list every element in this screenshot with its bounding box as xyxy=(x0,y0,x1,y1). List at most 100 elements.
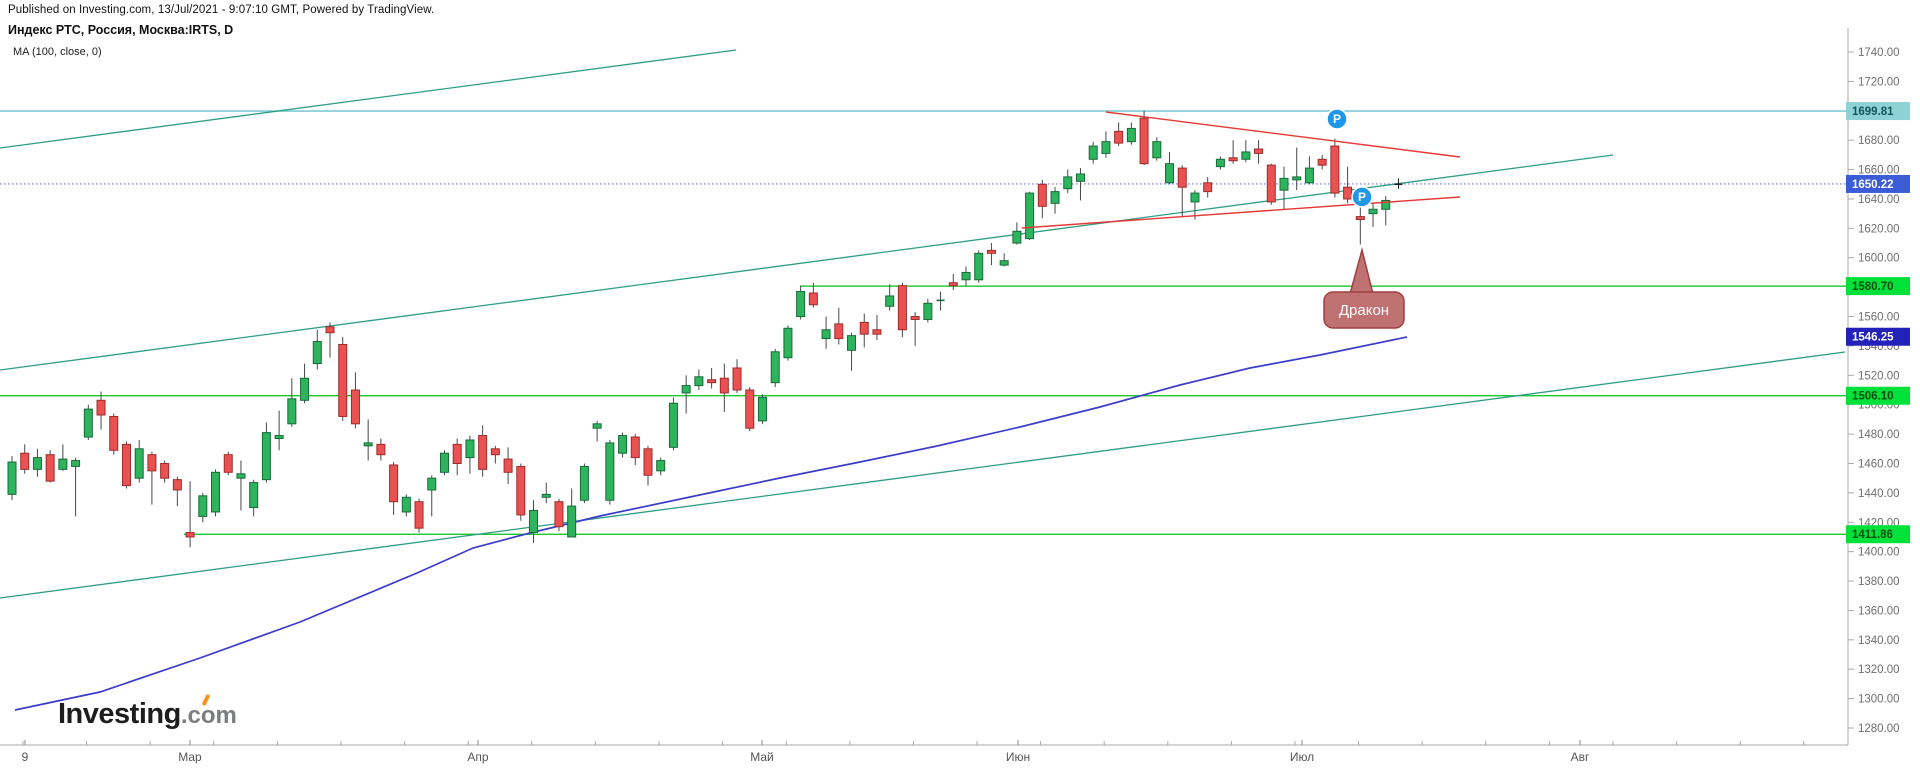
candle xyxy=(20,444,30,474)
trendline-channel-mid[interactable] xyxy=(0,154,1614,371)
candle xyxy=(1101,131,1111,158)
svg-text:1546.25: 1546.25 xyxy=(1852,332,1894,344)
svg-text:1699.81: 1699.81 xyxy=(1852,106,1894,118)
candle xyxy=(274,410,284,451)
candle xyxy=(516,463,526,521)
candle xyxy=(414,498,424,533)
candle xyxy=(287,378,297,427)
candle xyxy=(96,391,106,430)
candle xyxy=(1063,169,1073,194)
price-label-1699.81: 1699.81 xyxy=(1846,102,1910,121)
candle xyxy=(783,325,793,361)
candle xyxy=(58,444,68,471)
candle xyxy=(439,450,449,476)
price-tick-label: 1680.00 xyxy=(1858,135,1900,147)
price-tick-label: 1460.00 xyxy=(1858,458,1900,470)
candle xyxy=(1304,156,1314,185)
trendline-pennant-lower[interactable] xyxy=(1021,196,1461,229)
candle xyxy=(1381,196,1391,226)
candle xyxy=(1279,166,1289,210)
time-tick-label: Апр xyxy=(467,750,489,764)
candle xyxy=(1114,122,1124,147)
price-tick-label: 1340.00 xyxy=(1858,635,1900,647)
candle xyxy=(1075,168,1085,201)
dragon-callout[interactable]: Дракон xyxy=(1323,247,1405,329)
price-tick-label: 1560.00 xyxy=(1858,312,1900,324)
candle xyxy=(134,439,144,483)
candle xyxy=(630,434,640,465)
price-tick-label: 1300.00 xyxy=(1858,694,1900,706)
trendline-channel-lower[interactable] xyxy=(0,351,1846,599)
candle xyxy=(452,438,462,476)
svg-text:1411.86: 1411.86 xyxy=(1852,529,1893,541)
trendline-pennant-upper[interactable] xyxy=(1105,111,1461,158)
candle xyxy=(300,363,310,404)
p-marker[interactable]: P xyxy=(1326,108,1348,130)
candle xyxy=(579,463,589,504)
candle xyxy=(490,445,500,464)
price-tick-label: 1620.00 xyxy=(1858,223,1900,235)
candle xyxy=(1394,178,1403,189)
candle xyxy=(389,462,399,515)
svg-text:1650.22: 1650.22 xyxy=(1852,179,1894,191)
candle xyxy=(681,375,691,414)
candle xyxy=(1343,166,1353,204)
candle xyxy=(363,419,373,461)
candle xyxy=(172,476,182,507)
candle xyxy=(1037,179,1047,219)
pennant-lines xyxy=(1021,111,1461,229)
price-axis[interactable]: 1740.00 1720.00 1680.00 1660.00 1640.00 1620.… xyxy=(1846,28,1910,745)
candle xyxy=(109,413,119,455)
candle xyxy=(694,369,704,391)
candle xyxy=(859,313,869,348)
price-tick-label: 1660.00 xyxy=(1858,165,1900,177)
price-tick-label: 1440.00 xyxy=(1858,488,1900,500)
candle xyxy=(1330,138,1340,198)
p-marker[interactable]: P xyxy=(1351,186,1373,208)
candle xyxy=(668,397,678,451)
candle xyxy=(1025,191,1035,241)
candle xyxy=(185,481,195,548)
candle xyxy=(401,494,411,517)
time-tick-label: Авг xyxy=(1571,750,1590,764)
candle xyxy=(1190,190,1200,220)
price-tick-label: 1480.00 xyxy=(1858,429,1900,441)
candle xyxy=(71,457,81,517)
published-line: Published on Investing.com, 13/Jul/2021 … xyxy=(8,4,435,16)
candle xyxy=(605,439,615,505)
candle xyxy=(198,492,208,523)
candle xyxy=(1177,165,1187,217)
candle xyxy=(7,456,17,501)
position-markers: PP xyxy=(1326,108,1373,208)
trendlines xyxy=(0,49,1846,599)
candle xyxy=(923,298,933,323)
candle xyxy=(796,285,806,320)
ma-100-line[interactable] xyxy=(14,336,1408,711)
candle xyxy=(707,367,717,389)
candle xyxy=(223,451,233,476)
svg-text:1580.70: 1580.70 xyxy=(1852,281,1894,293)
time-axis[interactable]: 9 Мар Апр Май Июн Июл Авг xyxy=(0,740,1848,764)
candle xyxy=(261,422,271,483)
candle xyxy=(1254,140,1264,164)
price-tick-label: 1740.00 xyxy=(1858,47,1900,59)
candle xyxy=(1292,147,1302,191)
candle xyxy=(1215,156,1225,170)
candle xyxy=(986,243,996,266)
candle xyxy=(45,450,55,483)
candle xyxy=(249,479,259,517)
candle xyxy=(503,447,513,485)
candle xyxy=(1050,187,1060,214)
candle xyxy=(554,498,564,532)
candle xyxy=(567,488,577,538)
candle xyxy=(325,322,335,358)
candle xyxy=(1126,122,1136,145)
candle xyxy=(376,438,386,461)
time-tick-label: 9 xyxy=(22,750,29,764)
trendline-channel-upper[interactable] xyxy=(0,49,737,149)
candle xyxy=(910,312,920,346)
investing-logo: Investing.com xyxy=(58,693,237,731)
svg-text:P: P xyxy=(1358,190,1366,204)
candle xyxy=(1317,154,1327,170)
